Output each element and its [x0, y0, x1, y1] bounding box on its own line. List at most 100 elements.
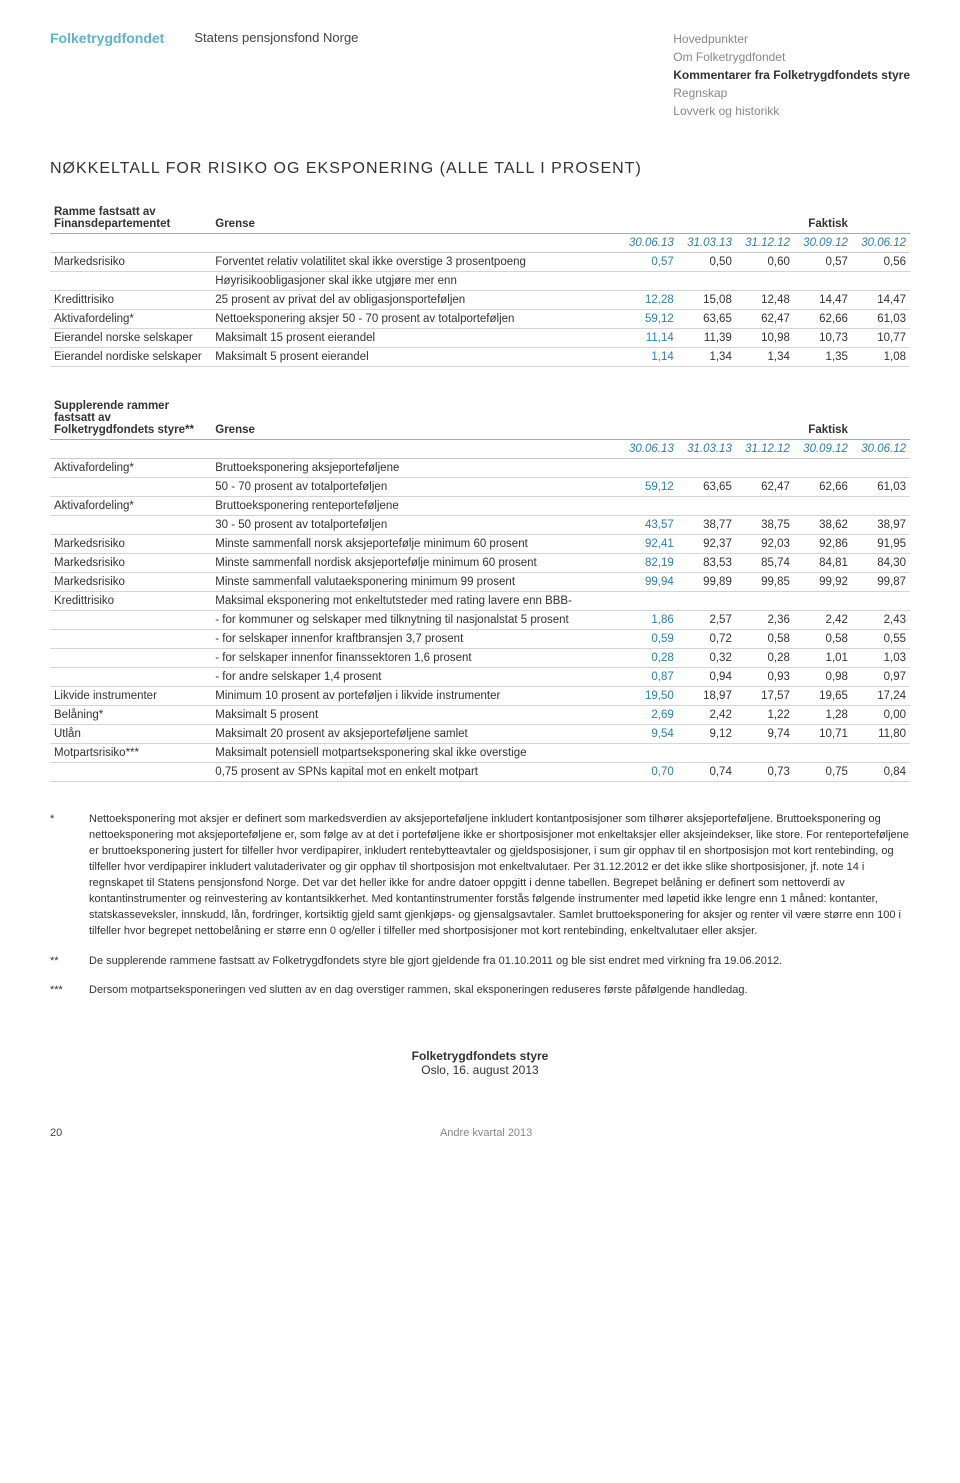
row-category: Belåning*: [50, 706, 211, 725]
row-value: 0,72: [678, 630, 736, 649]
row-value: 11,80: [852, 725, 910, 744]
table-row: Aktivafordeling*Bruttoeksponering rentep…: [50, 497, 910, 516]
row-desc: Bruttoeksponering aksjeporteføljene: [211, 459, 620, 478]
row-value: 10,73: [794, 329, 852, 348]
row-desc: Minimum 10 prosent av porteføljen i likv…: [211, 687, 620, 706]
row-value: [794, 459, 852, 478]
section-title: NØKKELTALL FOR RISIKO OG EKSPONERING (AL…: [50, 160, 910, 178]
row-category: Markedsrisiko: [50, 253, 211, 272]
nav-item[interactable]: Om Folketrygdfondet: [673, 48, 910, 66]
row-value: 59,12: [620, 310, 678, 329]
row-value: 1,22: [736, 706, 794, 725]
table-row: MarkedsrisikoMinste sammenfall valutaeks…: [50, 573, 910, 592]
row-value: 14,47: [852, 291, 910, 310]
row-value: [852, 459, 910, 478]
row-value: 0,84: [852, 763, 910, 782]
row-value: [852, 272, 910, 291]
row-value: 0,60: [736, 253, 794, 272]
table-group-label: Ramme fastsatt avFinansdepartementet: [50, 203, 211, 234]
date-header: 30.09.12: [794, 234, 852, 253]
row-desc: - for selskaper innenfor kraftbransjen 3…: [211, 630, 620, 649]
row-value: [620, 592, 678, 611]
signature-date: Oslo, 16. august 2013: [50, 1063, 910, 1077]
row-value: [794, 744, 852, 763]
row-value: 0,97: [852, 668, 910, 687]
row-category: Utlån: [50, 725, 211, 744]
row-desc: - for selskaper innenfor finanssektoren …: [211, 649, 620, 668]
row-value: 84,81: [794, 554, 852, 573]
row-desc: Maksimalt potensiell motpartseksponering…: [211, 744, 620, 763]
nav-list: HovedpunkterOm FolketrygdfondetKommentar…: [673, 30, 910, 120]
row-desc: 50 - 70 prosent av totalporteføljen: [211, 478, 620, 497]
row-value: 38,77: [678, 516, 736, 535]
table-row: Høyrisikoobligasjoner skal ikke utgjøre …: [50, 272, 910, 291]
col-faktisk: Faktisk: [794, 397, 852, 440]
row-category: Aktivafordeling*: [50, 497, 211, 516]
table-row: MarkedsrisikoMinste sammenfall norsk aks…: [50, 535, 910, 554]
row-category: Aktivafordeling*: [50, 310, 211, 329]
table-row: Aktivafordeling*Nettoeksponering aksjer …: [50, 310, 910, 329]
table-row: UtlånMaksimalt 20 prosent av aksjeportef…: [50, 725, 910, 744]
nav-item[interactable]: Regnskap: [673, 84, 910, 102]
table-row: Eierandel norske selskaperMaksimalt 15 p…: [50, 329, 910, 348]
table-row: KredittrisikoMaksimal eksponering mot en…: [50, 592, 910, 611]
row-desc: 30 - 50 prosent av totalporteføljen: [211, 516, 620, 535]
row-category: Aktivafordeling*: [50, 459, 211, 478]
row-value: 19,65: [794, 687, 852, 706]
nav-item[interactable]: Lovverk og historikk: [673, 102, 910, 120]
row-value: 0,00: [852, 706, 910, 725]
signature-name: Folketrygdfondets styre: [50, 1049, 910, 1063]
row-category: Markedsrisiko: [50, 535, 211, 554]
row-value: 2,69: [620, 706, 678, 725]
date-header: 30.09.12: [794, 440, 852, 459]
table-row: 30 - 50 prosent av totalporteføljen43,57…: [50, 516, 910, 535]
row-value: 61,03: [852, 310, 910, 329]
row-value: 0,50: [678, 253, 736, 272]
footnote: ***Dersom motpartseksponeringen ved slut…: [50, 983, 910, 999]
row-desc: Minste sammenfall nordisk aksjeportefølj…: [211, 554, 620, 573]
row-value: 0,57: [620, 253, 678, 272]
row-category: [50, 763, 211, 782]
row-value: 1,08: [852, 348, 910, 367]
row-value: 99,89: [678, 573, 736, 592]
row-value: [794, 497, 852, 516]
date-header: 31.03.13: [678, 440, 736, 459]
row-value: [678, 459, 736, 478]
row-value: 0,56: [852, 253, 910, 272]
row-value: 38,75: [736, 516, 794, 535]
row-value: 18,97: [678, 687, 736, 706]
col-grense: Grense: [211, 203, 620, 234]
row-value: 62,47: [736, 478, 794, 497]
row-value: [678, 592, 736, 611]
row-category: Eierandel nordiske selskaper: [50, 348, 211, 367]
table-row: - for selskaper innenfor finanssektoren …: [50, 649, 910, 668]
row-value: 12,48: [736, 291, 794, 310]
date-header: 30.06.13: [620, 440, 678, 459]
row-value: 2,57: [678, 611, 736, 630]
row-value: 17,24: [852, 687, 910, 706]
table-row: - for selskaper innenfor kraftbransjen 3…: [50, 630, 910, 649]
row-value: 1,01: [794, 649, 852, 668]
row-value: 15,08: [678, 291, 736, 310]
nav-item[interactable]: Hovedpunkter: [673, 30, 910, 48]
row-value: 91,95: [852, 535, 910, 554]
row-desc: - for andre selskaper 1,4 prosent: [211, 668, 620, 687]
row-category: [50, 516, 211, 535]
row-value: [620, 272, 678, 291]
row-value: 9,54: [620, 725, 678, 744]
row-value: 0,70: [620, 763, 678, 782]
row-desc: Maksimalt 20 prosent av aksjeporteføljen…: [211, 725, 620, 744]
footnote-text: Dersom motpartseksponeringen ved slutten…: [89, 983, 910, 999]
footnote: **De supplerende rammene fastsatt av Fol…: [50, 954, 910, 970]
row-value: [678, 497, 736, 516]
row-category: Eierandel norske selskaper: [50, 329, 211, 348]
row-desc: Maksimalt 5 prosent eierandel: [211, 348, 620, 367]
row-value: 0,75: [794, 763, 852, 782]
row-value: [620, 459, 678, 478]
table-row: MarkedsrisikoForventet relativ volatilit…: [50, 253, 910, 272]
table-row: - for kommuner og selskaper med tilknytn…: [50, 611, 910, 630]
row-value: 82,19: [620, 554, 678, 573]
page-header: Folketrygdfondet Statens pensjonsfond No…: [50, 30, 910, 120]
row-desc: Maksimalt 5 prosent: [211, 706, 620, 725]
nav-item[interactable]: Kommentarer fra Folketrygdfondets styre: [673, 66, 910, 84]
